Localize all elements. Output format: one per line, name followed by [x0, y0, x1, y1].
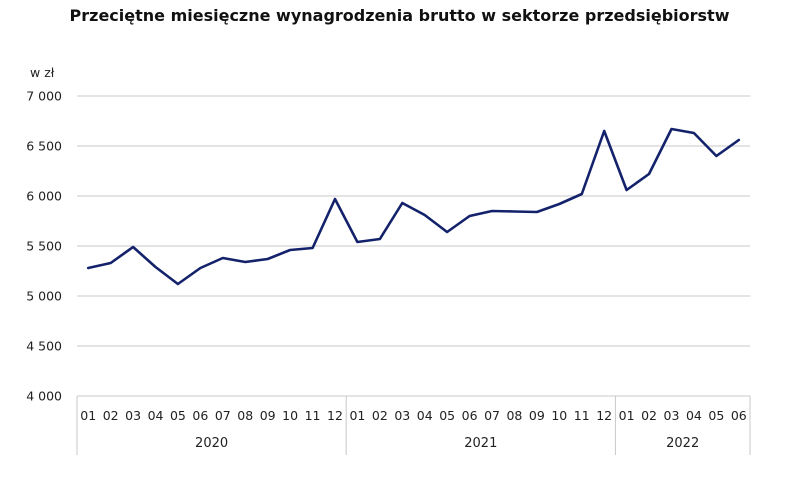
- x-tick-label: 12: [596, 408, 612, 423]
- x-tick-label: 09: [529, 408, 545, 423]
- y-tick-label: 4 500: [26, 339, 62, 354]
- y-tick-label: 4 000: [26, 389, 62, 404]
- x-tick-label: 05: [708, 408, 724, 423]
- x-group-label: 2021: [464, 436, 497, 451]
- x-tick-label: 01: [349, 408, 365, 423]
- y-tick-label: 6 500: [26, 139, 62, 154]
- x-tick-label: 04: [417, 408, 433, 423]
- x-tick-label: 06: [192, 408, 208, 423]
- y-tick-label: 5 000: [26, 289, 62, 304]
- x-tick-label: 03: [125, 408, 141, 423]
- series-line: [86, 127, 741, 286]
- x-tick-label: 02: [103, 408, 119, 423]
- x-tick-label: 11: [574, 408, 590, 423]
- x-tick-label: 04: [686, 408, 702, 423]
- x-tick-label: 07: [215, 408, 231, 423]
- x-tick-label: 08: [237, 408, 253, 423]
- x-tick-label: 03: [394, 408, 410, 423]
- x-group-label: 2020: [195, 436, 228, 451]
- x-tick-label: 01: [80, 408, 96, 423]
- y-tick-label: 7 000: [26, 89, 62, 104]
- x-tick-label: 09: [260, 408, 276, 423]
- x-tick-label: 01: [619, 408, 635, 423]
- x-tick-label: 07: [484, 408, 500, 423]
- x-tick-label: 04: [148, 408, 164, 423]
- y-tick-label: 6 000: [26, 189, 62, 204]
- x-tick-label: 06: [731, 408, 747, 423]
- x-group-label: 2022: [666, 436, 699, 451]
- x-tick-label: 03: [664, 408, 680, 423]
- x-tick-label: 10: [551, 408, 567, 423]
- x-tick-label: 06: [462, 408, 478, 423]
- x-tick-label: 11: [305, 408, 321, 423]
- y-tick-label: 5 500: [26, 239, 62, 254]
- x-tick-label: 05: [439, 408, 455, 423]
- x-tick-label: 02: [372, 408, 388, 423]
- chart-title: Przeciętne miesięczne wynagrodzenia brut…: [69, 6, 730, 25]
- x-tick-label: 10: [282, 408, 298, 423]
- x-tick-label: 08: [506, 408, 522, 423]
- y-axis-unit-label: w zł: [30, 65, 55, 80]
- x-tick-label: 02: [641, 408, 657, 423]
- x-tick-label: 12: [327, 408, 343, 423]
- x-tick-label: 05: [170, 408, 186, 423]
